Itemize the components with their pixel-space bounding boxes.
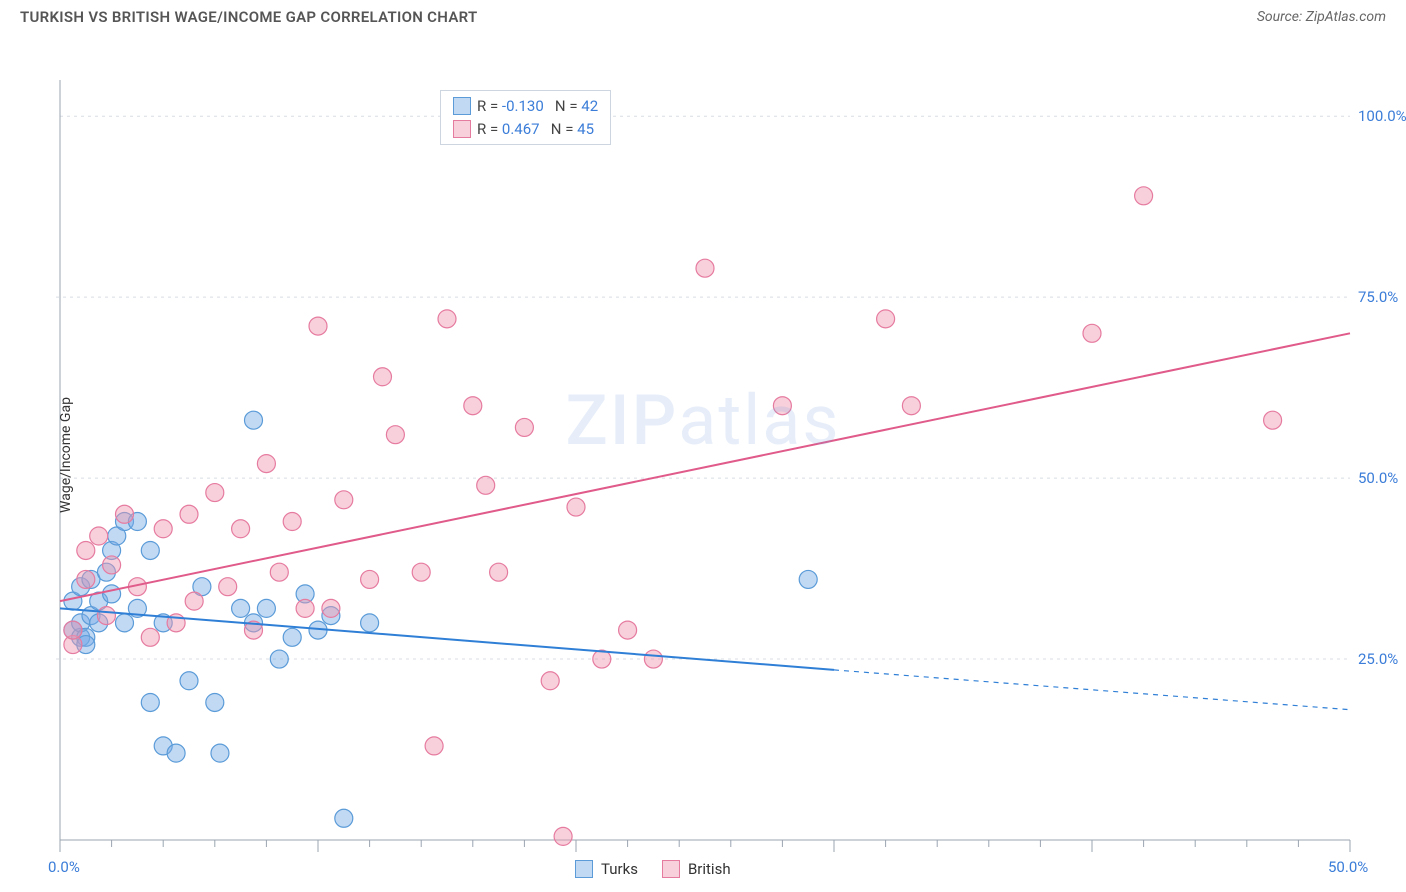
legend-row: R = 0.467 N = 45 [453, 118, 598, 141]
legend-label: Turks [601, 860, 638, 878]
series-legend: Turks British [575, 860, 731, 878]
legend-label: British [688, 860, 731, 878]
source-label: Source: ZipAtlas.com [1257, 9, 1386, 25]
legend-row: R = -0.130 N = 42 [453, 95, 598, 118]
x-origin-label: 0.0% [48, 858, 80, 876]
legend-swatch [575, 860, 593, 878]
y-axis-label: Wage/Income Gap [58, 397, 74, 513]
svg-text:100.0%: 100.0% [1358, 107, 1406, 125]
svg-text:25.0%: 25.0% [1358, 650, 1398, 668]
legend-item: Turks [575, 860, 638, 878]
chart-title: TURKISH VS BRITISH WAGE/INCOME GAP CORRE… [20, 8, 478, 26]
legend-swatch [453, 97, 471, 115]
legend-swatch [662, 860, 680, 878]
svg-text:50.0%: 50.0% [1358, 469, 1398, 487]
chart-container: Wage/Income Gap ZIPatlas 25.0%50.0%75.0%… [0, 30, 1406, 880]
svg-text:75.0%: 75.0% [1358, 288, 1398, 306]
scatter-plot: 25.0% 50.0% 75.0% 100.0% [0, 30, 1406, 880]
x-max-label: 50.0% [1328, 858, 1368, 876]
legend-swatch [453, 120, 471, 138]
correlation-legend: R = -0.130 N = 42R = 0.467 N = 45 [440, 90, 611, 145]
legend-item: British [662, 860, 731, 878]
